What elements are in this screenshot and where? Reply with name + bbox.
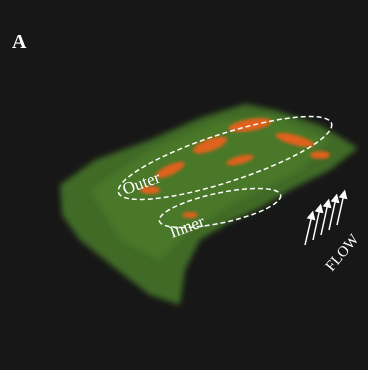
- panel-label: A: [12, 31, 27, 53]
- figure-panel: A Outer Inner FLOW: [0, 0, 368, 370]
